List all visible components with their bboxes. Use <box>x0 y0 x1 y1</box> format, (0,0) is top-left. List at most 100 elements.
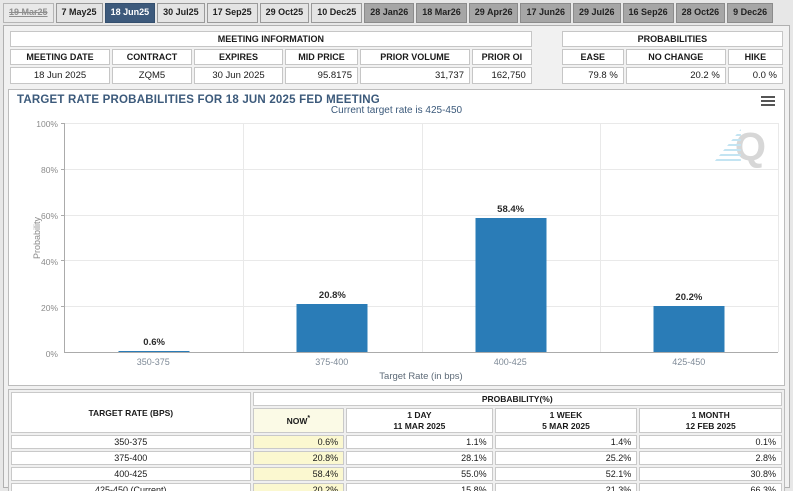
bar-column-375-400: 20.8% <box>243 123 421 352</box>
one-month-column-header: 1 MONTH 12 FEB 2025 <box>639 408 782 434</box>
x-axis-category-labels: 350-375 375-400 400-425 425-450 <box>64 357 778 367</box>
tab-9dec26[interactable]: 9 Dec26 <box>727 3 774 23</box>
meeting-information-title: MEETING INFORMATION <box>10 31 532 47</box>
probability-detail-panel: TARGET RATE (BPS) PROBABILITY(%) NOW* 1 … <box>8 389 785 491</box>
gridline-v4 <box>778 123 779 352</box>
prior-oi-header: PRIOR OI <box>472 49 532 65</box>
ytick-80: 80% <box>40 165 58 175</box>
bar-375-400 <box>296 304 368 352</box>
y-axis-title: Probability <box>32 216 43 260</box>
chart-header: TARGET RATE PROBABILITIES FOR 18 JUN 202… <box>9 90 784 117</box>
tab-29apr26[interactable]: 29 Apr26 <box>468 3 519 23</box>
ytick-60: 60% <box>40 211 58 221</box>
x-cat-350-375: 350-375 <box>136 357 170 367</box>
x-cat-425-450: 425-450 <box>672 357 706 367</box>
day-cell: 15.8% <box>346 483 493 491</box>
probability-group-header: PROBABILITY(%) <box>252 392 782 406</box>
tab-19mar25[interactable]: 19 Mar25 <box>3 3 54 23</box>
bar-column-425-450: 20.2% <box>600 123 778 352</box>
top-info-row: MEETING INFORMATION MEETING DATE CONTRAC… <box>8 29 785 86</box>
table-row: 350-375 0.6% 1.1% 1.4% 0.1% <box>11 435 782 450</box>
meeting-date-value: 18 Jun 2025 <box>10 67 110 84</box>
tab-28oct26[interactable]: 28 Oct26 <box>675 3 726 23</box>
day-cell: 28.1% <box>346 451 493 466</box>
month-cell: 0.1% <box>639 435 782 450</box>
contract-header: CONTRACT <box>112 49 192 65</box>
bar-425-450 <box>653 305 725 352</box>
expires-value: 30 Jun 2025 <box>194 67 283 84</box>
now-cell: 0.6% <box>252 435 345 450</box>
probabilities-title: PROBABILITIES <box>561 31 783 47</box>
chart-title: TARGET RATE PROBABILITIES FOR 18 JUN 202… <box>17 94 380 106</box>
tab-18mar26[interactable]: 18 Mar26 <box>416 3 467 23</box>
one-week-column-header: 1 WEEK 5 MAR 2025 <box>494 408 638 434</box>
x-axis-title: Target Rate (in bps) <box>379 371 463 382</box>
tab-29oct25[interactable]: 29 Oct25 <box>259 3 310 23</box>
hike-header: HIKE <box>727 49 783 65</box>
now-cell: 58.4% <box>252 467 345 482</box>
bar-value-label: 0.6% <box>143 336 165 348</box>
ease-value: 79.8 % <box>561 67 624 84</box>
contract-value: ZQM5 <box>112 67 192 84</box>
tab-10dec25[interactable]: 10 Dec25 <box>311 3 363 23</box>
tab-17jun26[interactable]: 17 Jun26 <box>520 3 572 23</box>
meeting-information-table: MEETING INFORMATION MEETING DATE CONTRAC… <box>8 29 534 86</box>
gridline-v1 <box>243 123 245 352</box>
tab-29jul26[interactable]: 29 Jul26 <box>573 3 621 23</box>
mid-price-value: 95.8175 <box>285 67 358 84</box>
month-cell: 30.8% <box>639 467 782 482</box>
plot-area: Probability 100% 80% 60% 40% 20% 0% <box>32 119 779 359</box>
mid-price-header: MID PRICE <box>285 49 358 65</box>
chart-subtitle: Current target rate is 425-450 <box>330 105 463 116</box>
ease-header: EASE <box>561 49 624 65</box>
one-day-column-header: 1 DAY 11 MAR 2025 <box>346 408 493 434</box>
fedwatch-main-panel: MEETING INFORMATION MEETING DATE CONTRAC… <box>3 25 790 491</box>
chart-grid: 0.6% 20.8% 58.4% 20.2% Q <box>61 123 779 353</box>
bar-350-375 <box>118 350 190 352</box>
tab-16sep26[interactable]: 16 Sep26 <box>622 3 674 23</box>
ytick-0: 0% <box>45 349 58 359</box>
prior-volume-value: 31,737 <box>360 67 470 84</box>
no-change-value: 20.2 % <box>625 67 726 84</box>
rate-cell: 350-375 <box>11 435 251 450</box>
tab-18jun25[interactable]: 18 Jun25 <box>104 3 156 23</box>
tab-28jan26[interactable]: 28 Jan26 <box>364 3 415 23</box>
table-row: 375-400 20.8% 28.1% 25.2% 2.8% <box>11 451 782 466</box>
prior-volume-header: PRIOR VOLUME <box>360 49 470 65</box>
x-cat-400-425: 400-425 <box>493 357 527 367</box>
prior-oi-value: 162,750 <box>472 67 532 84</box>
meeting-date-tabs: 19 Mar25 7 May25 18 Jun25 30 Jul25 17 Se… <box>0 0 793 23</box>
tab-17sep25[interactable]: 17 Sep25 <box>206 3 258 23</box>
ytick-20: 20% <box>40 303 58 313</box>
probability-detail-table: TARGET RATE (BPS) PROBABILITY(%) NOW* 1 … <box>9 390 784 491</box>
hamburger-menu-icon[interactable] <box>761 96 775 108</box>
week-cell: 1.4% <box>494 435 638 450</box>
day-cell: 55.0% <box>346 467 493 482</box>
gridline-v2 <box>421 123 423 352</box>
rate-cell: 400-425 <box>11 467 251 482</box>
x-cat-375-400: 375-400 <box>315 357 349 367</box>
quikstrike-watermark: Q <box>714 127 766 167</box>
tab-30jul25[interactable]: 30 Jul25 <box>157 3 205 23</box>
week-cell: 25.2% <box>494 451 638 466</box>
week-cell: 52.1% <box>494 467 638 482</box>
month-cell: 2.8% <box>639 451 782 466</box>
table-row: 425-450 (Current) 20.2% 15.8% 21.3% 66.3… <box>11 483 782 491</box>
meeting-date-header: MEETING DATE <box>10 49 110 65</box>
no-change-header: NO CHANGE <box>625 49 726 65</box>
now-cell: 20.8% <box>252 451 345 466</box>
target-rate-bps-header: TARGET RATE (BPS) <box>11 392 251 434</box>
bar-value-label: 20.2% <box>675 291 703 303</box>
day-cell: 1.1% <box>346 435 493 450</box>
month-cell: 66.3% <box>639 483 782 491</box>
bar-column-400-425: 58.4% <box>422 123 600 352</box>
table-row: 400-425 58.4% 55.0% 52.1% 30.8% <box>11 467 782 482</box>
tab-7may25[interactable]: 7 May25 <box>55 3 103 23</box>
now-column-header: NOW* <box>252 408 345 434</box>
probability-chart-panel: TARGET RATE PROBABILITIES FOR 18 JUN 202… <box>8 89 785 386</box>
week-cell: 21.3% <box>494 483 638 491</box>
ytick-40: 40% <box>40 257 58 267</box>
ytick-100: 100% <box>36 119 58 129</box>
expires-header: EXPIRES <box>194 49 283 65</box>
now-cell: 20.2% <box>252 483 345 491</box>
